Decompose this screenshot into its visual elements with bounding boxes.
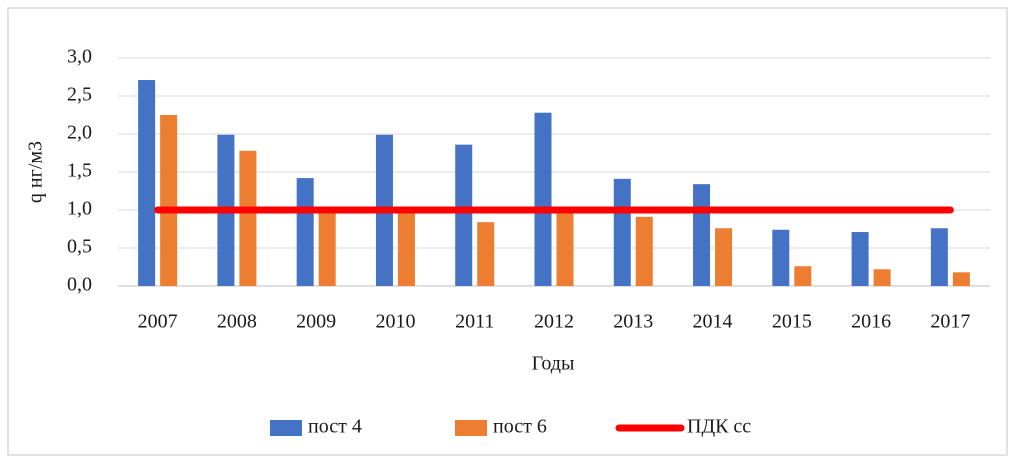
legend-label: пост 4 (308, 416, 362, 438)
bar (873, 269, 891, 286)
y-tick-label: 3,0 (67, 46, 92, 68)
bar (318, 210, 336, 286)
bar (772, 229, 790, 286)
x-tick-label: 2008 (217, 311, 257, 333)
bar (930, 228, 948, 286)
legend-swatch (270, 420, 302, 436)
y-tick-label: 1,0 (67, 198, 92, 220)
y-tick-label: 2,5 (67, 84, 92, 106)
x-tick-label: 2011 (455, 311, 494, 333)
chart-border (7, 7, 1008, 456)
bar (635, 216, 653, 286)
x-tick-label: 2010 (375, 311, 415, 333)
bar (851, 232, 869, 286)
legend-label: ПДК сс (687, 416, 751, 438)
bar (239, 150, 257, 286)
x-tick-label: 2016 (851, 311, 891, 333)
bar (613, 178, 631, 286)
y-tick-label: 2,0 (67, 122, 92, 144)
bar (556, 210, 574, 286)
x-tick-label: 2009 (296, 311, 336, 333)
bar (455, 144, 473, 286)
y-axis-title: q нг/м3 (25, 141, 47, 203)
bar (397, 210, 415, 286)
x-tick-label: 2007 (138, 311, 178, 333)
x-axis-title: Годы (532, 353, 575, 375)
x-tick-label: 2013 (613, 311, 653, 333)
y-tick-label: 0,0 (67, 274, 92, 296)
bar (160, 115, 178, 286)
y-tick-label: 0,5 (67, 236, 92, 258)
bar (477, 222, 495, 286)
bar (794, 266, 812, 286)
bar (296, 178, 314, 286)
bar (138, 80, 156, 286)
bar (715, 228, 733, 286)
legend-swatch (455, 420, 487, 436)
bar (534, 112, 552, 286)
x-tick-label: 2012 (534, 311, 574, 333)
bar (693, 184, 711, 286)
y-tick-label: 1,5 (67, 160, 92, 182)
x-tick-label: 2014 (693, 311, 733, 333)
x-tick-label: 2017 (930, 311, 970, 333)
x-tick-label: 2015 (772, 311, 812, 333)
bar (952, 272, 970, 286)
legend-label: пост 6 (493, 416, 547, 438)
